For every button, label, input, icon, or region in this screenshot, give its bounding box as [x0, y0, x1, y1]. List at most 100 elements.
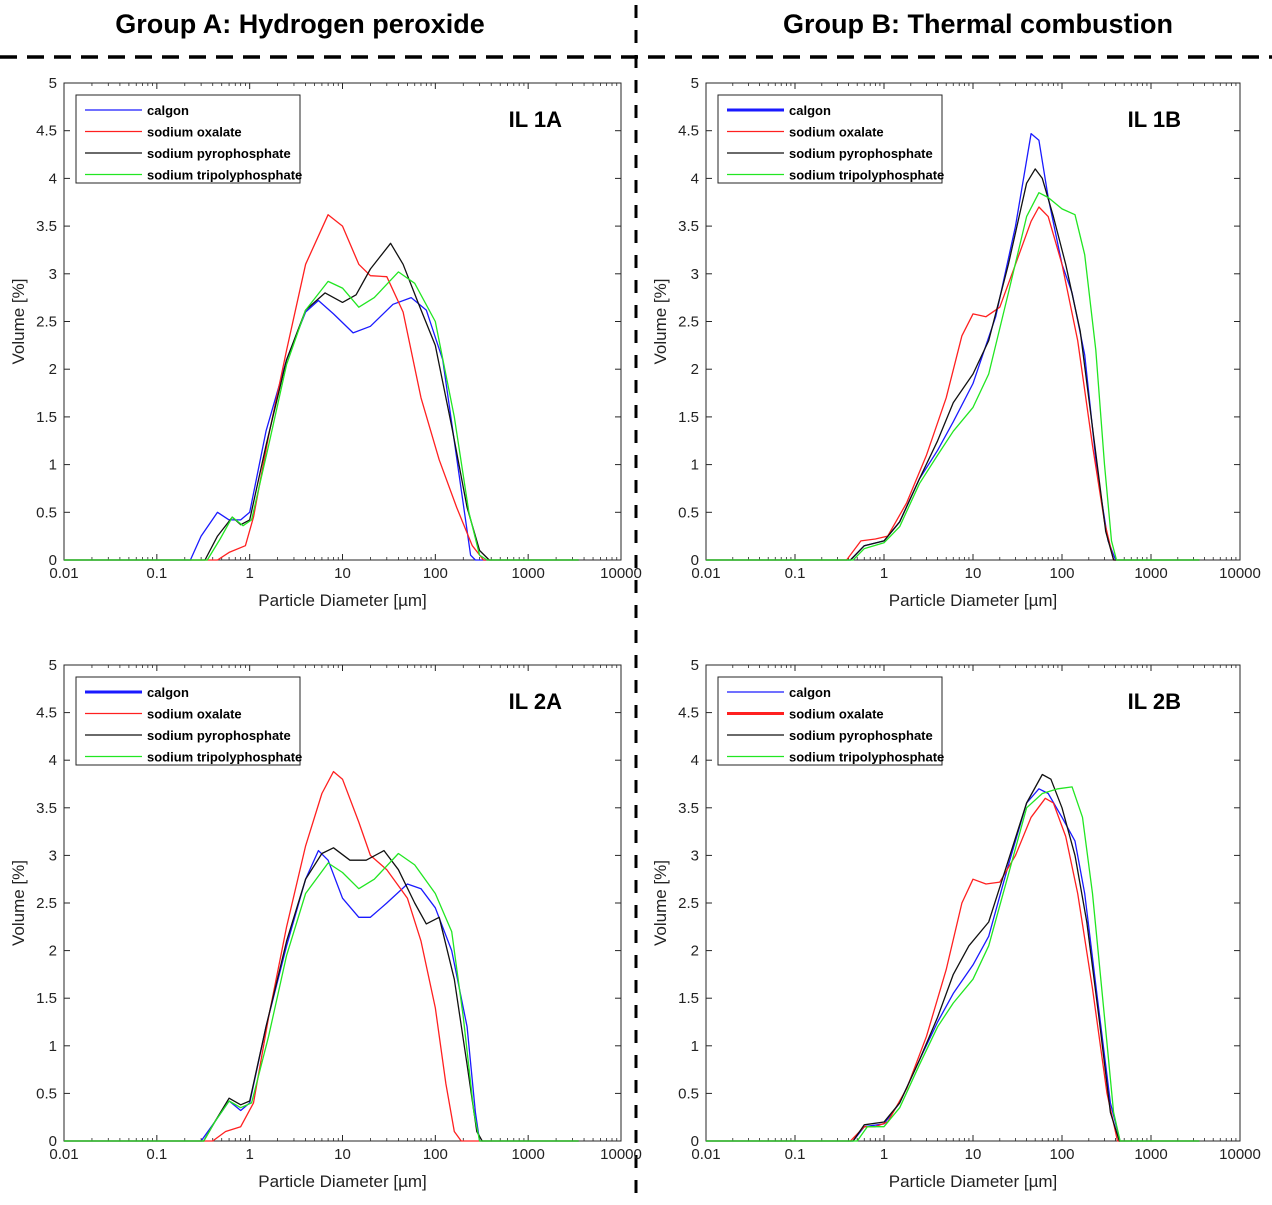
x-tick-label: 10000 — [600, 1146, 642, 1163]
chart-panels: 0.01 0.1 1 10 100 1000 1000000.511.522.533.544… — [9, 75, 1261, 1191]
series-line-sodium-oxalate — [64, 214, 579, 561]
legend-entry-sodium-tripolyphosphate: sodium tripolyphosphate — [789, 168, 944, 183]
x-tick-label: 1 — [245, 565, 253, 582]
y-tick-label: 4.5 — [678, 705, 699, 722]
series-line-calgon — [706, 788, 1200, 1142]
x-axis-label: Particle Diameter [µm] — [889, 591, 1058, 610]
y-tick-label: 5 — [691, 657, 699, 674]
y-tick-label: 1 — [691, 1038, 699, 1055]
x-tick-label: 1000 — [511, 1146, 544, 1163]
y-tick-label: 1.5 — [36, 990, 57, 1007]
legend-entry-sodium-tripolyphosphate: sodium tripolyphosphate — [789, 750, 944, 765]
y-tick-label: 2.5 — [678, 314, 699, 331]
x-tick-label: 1000 — [511, 565, 544, 582]
x-tick-label: 10 — [965, 1146, 982, 1163]
legend-entry-sodium-pyrophosphate: sodium pyrophosphate — [147, 146, 291, 161]
x-tick-label: 10000 — [600, 565, 642, 582]
y-axis-label: Volume [%] — [9, 279, 28, 365]
legend-entry-calgon: calgon — [789, 685, 831, 700]
y-tick-label: 3 — [49, 847, 57, 864]
y-tick-label: 2 — [691, 943, 699, 960]
series-line-sodium-tripolyphosphate — [64, 852, 579, 1142]
y-tick-label: 0.5 — [36, 1085, 57, 1102]
x-tick-label: 0.01 — [49, 565, 78, 582]
y-tick-label: 3 — [691, 266, 699, 283]
y-axis-label: Volume [%] — [9, 860, 28, 946]
y-tick-label: 1 — [691, 457, 699, 474]
legend-entry-sodium-pyrophosphate: sodium pyrophosphate — [147, 728, 291, 743]
y-tick-label: 1 — [49, 1038, 57, 1055]
chart-il-2b: 0.01 0.1 1 10 100 1000 10000 0 0.5 1 1.5 2 2.5 3 3.5 4 4… — [651, 657, 1261, 1191]
y-tick-label: 4 — [49, 170, 57, 187]
x-tick-label: 1 — [880, 1146, 888, 1163]
x-tick-label: 10 — [334, 565, 351, 582]
y-tick-label: 4 — [691, 752, 699, 769]
legend-entry-calgon: calgon — [789, 103, 831, 118]
y-tick-label: 2 — [691, 361, 699, 378]
y-tick-label: 4.5 — [36, 123, 57, 140]
panel-label: IL 2B — [1128, 689, 1181, 714]
series-line-calgon — [64, 296, 579, 561]
series-line-sodium-oxalate — [64, 770, 579, 1142]
x-tick-label: 0.01 — [691, 1146, 720, 1163]
y-tick-label: 3 — [691, 847, 699, 864]
y-tick-label: 4.5 — [36, 705, 57, 722]
group-b-title: Group B: Thermal combustion — [783, 9, 1173, 39]
x-tick-label: 100 — [423, 1146, 448, 1163]
chart-il-1a: 0.01 0.1 1 10 100 1000 10000 0 0.5 1 1.5 2 2.5 3 3.5 4 4… — [9, 75, 642, 610]
y-tick-label: 0 — [691, 552, 699, 569]
legend-entry-sodium-oxalate: sodium oxalate — [147, 707, 242, 722]
y-tick-label: 2 — [49, 943, 57, 960]
legend-entry-sodium-pyrophosphate: sodium pyrophosphate — [789, 146, 933, 161]
y-tick-label: 1.5 — [36, 409, 57, 426]
series-line-sodium-pyrophosphate — [706, 773, 1200, 1142]
y-tick-label: 0.5 — [36, 504, 57, 521]
y-tick-label: 4 — [691, 170, 699, 187]
y-axis-label: Volume [%] — [651, 279, 670, 365]
y-tick-label: 5 — [49, 75, 57, 92]
panel-label: IL 2A — [509, 689, 563, 714]
x-tick-label: 100 — [423, 565, 448, 582]
y-tick-label: 0.5 — [678, 504, 699, 521]
series-line-calgon — [64, 849, 579, 1142]
y-tick-label: 4.5 — [678, 123, 699, 140]
y-tick-label: 0.5 — [678, 1085, 699, 1102]
x-tick-label: 10 — [965, 565, 982, 582]
y-tick-label: 5 — [49, 657, 57, 674]
x-axis-label: Particle Diameter [µm] — [258, 591, 427, 610]
legend-entry-sodium-oxalate: sodium oxalate — [789, 125, 884, 140]
legend-entry-sodium-oxalate: sodium oxalate — [789, 707, 884, 722]
y-tick-label: 1 — [49, 457, 57, 474]
y-tick-label: 3 — [49, 266, 57, 283]
legend: calgon sodium oxalate sodium pyrophosphate… — [75, 94, 302, 184]
y-tick-label: 4 — [49, 752, 57, 769]
y-tick-label: 5 — [691, 75, 699, 92]
legend: calgon sodium oxalate sodium pyrophosphate… — [75, 676, 302, 766]
panel-label: IL 1B — [1128, 107, 1181, 132]
y-tick-label: 3.5 — [678, 218, 699, 235]
legend-entry-calgon: calgon — [147, 685, 189, 700]
legend: calgon sodium oxalate sodium pyrophosphate… — [717, 94, 944, 184]
chart-il-1b: 0.01 0.1 1 10 100 1000 10000 0 0.5 1 1.5 2 2.5 3 3.5 4 4… — [651, 75, 1261, 610]
x-tick-label: 1000 — [1134, 1146, 1167, 1163]
y-tick-label: 3.5 — [36, 218, 57, 235]
x-tick-label: 100 — [1049, 565, 1074, 582]
series-line-sodium-tripolyphosphate — [706, 786, 1200, 1142]
x-tick-label: 0.1 — [785, 1146, 806, 1163]
y-tick-label: 2.5 — [36, 895, 57, 912]
legend-entry-sodium-oxalate: sodium oxalate — [147, 125, 242, 140]
series-line-sodium-pyrophosphate — [706, 168, 1200, 561]
x-tick-label: 0.1 — [785, 565, 806, 582]
y-tick-label: 2 — [49, 361, 57, 378]
y-tick-label: 1.5 — [678, 990, 699, 1007]
x-tick-label: 0.01 — [49, 1146, 78, 1163]
series-line-sodium-tripolyphosphate — [64, 271, 579, 561]
legend-entry-sodium-tripolyphosphate: sodium tripolyphosphate — [147, 750, 302, 765]
y-tick-label: 0 — [49, 1133, 57, 1150]
y-axis-label: Volume [%] — [651, 860, 670, 946]
x-tick-label: 1 — [245, 1146, 253, 1163]
x-tick-label: 0.1 — [146, 1146, 167, 1163]
x-tick-label: 0.01 — [691, 565, 720, 582]
x-tick-label: 10 — [334, 1146, 351, 1163]
x-tick-label: 0.1 — [146, 565, 167, 582]
